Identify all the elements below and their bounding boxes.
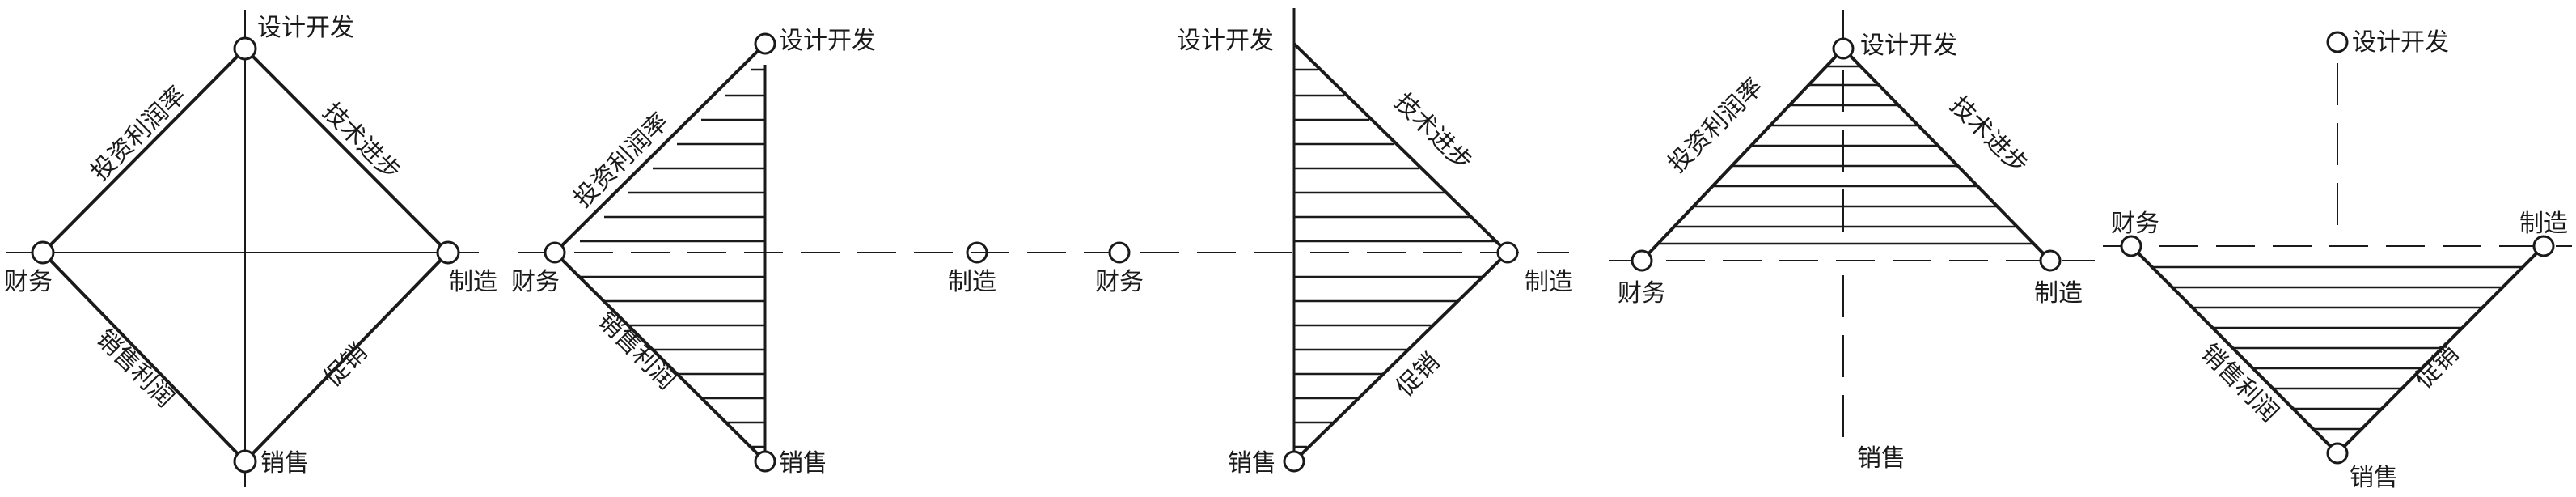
hatching-right [1294,68,1495,448]
label-manufacturing: 制造 [948,268,996,296]
node-sales [1283,450,1305,473]
node-finance [544,241,566,264]
label-sales-profit: 销售利润 [91,324,180,413]
label-design: 设计开发 [2352,28,2449,57]
label-finance: 财务 [4,268,53,296]
hatching-lower [2151,265,2523,431]
label-sales: 销售 [260,449,309,478]
node-sales [2326,442,2349,465]
diagram-3 [971,8,1569,473]
node-manufacturing [2532,235,2555,257]
label-promotion: 促销 [319,338,373,393]
label-sales-profit: 销售利润 [592,306,681,395]
label-design: 设计开发 [257,14,354,42]
label-tech-progress: 技术进步 [1389,87,1478,176]
node-manufacturing [1496,241,1519,264]
label-sales: 销售 [779,449,827,478]
label-design: 设计开发 [1177,27,1274,55]
label-finance: 财务 [1095,268,1144,296]
hatching-left [579,68,765,448]
label-manufacturing: 制造 [449,268,497,296]
label-finance: 财务 [1618,279,1666,308]
label-tech-progress: 技术进步 [317,97,406,186]
node-finance [2120,235,2142,257]
node-design [1832,37,1855,60]
label-manufacturing: 制造 [2519,210,2568,238]
label-investment-profit-rate: 投资利润率 [86,81,192,187]
label-manufacturing: 制造 [2034,279,2083,308]
label-sales: 销售 [1228,449,1276,478]
label-design: 设计开发 [779,27,876,55]
diagram-4 [1609,10,2095,453]
node-design [233,36,257,61]
node-finance [1631,249,1653,272]
node-sales [233,449,257,474]
hatching-upper [1658,65,2033,245]
node-finance [31,240,55,265]
label-finance: 财务 [2111,210,2159,238]
label-promotion: 促销 [1391,348,1445,402]
label-manufacturing: 制造 [1525,268,1573,296]
label-design: 设计开发 [1860,32,1957,60]
diagram-5 [2103,31,2572,465]
label-investment-profit-rate: 投资利润率 [569,108,675,214]
node-finance [1108,241,1131,264]
label-sales: 销售 [1857,444,1906,473]
node-design [2326,31,2349,53]
diagram-2 [518,32,988,473]
node-design [754,32,776,55]
label-investment-profit-rate: 投资利润率 [1663,73,1769,179]
node-manufacturing [436,240,460,265]
label-sales-profit: 销售利润 [2195,338,2284,427]
node-sales [754,450,776,473]
label-sales: 销售 [2350,464,2398,492]
node-manufacturing [2039,249,2062,272]
label-finance: 财务 [511,268,560,296]
diagram-1 [6,10,479,487]
